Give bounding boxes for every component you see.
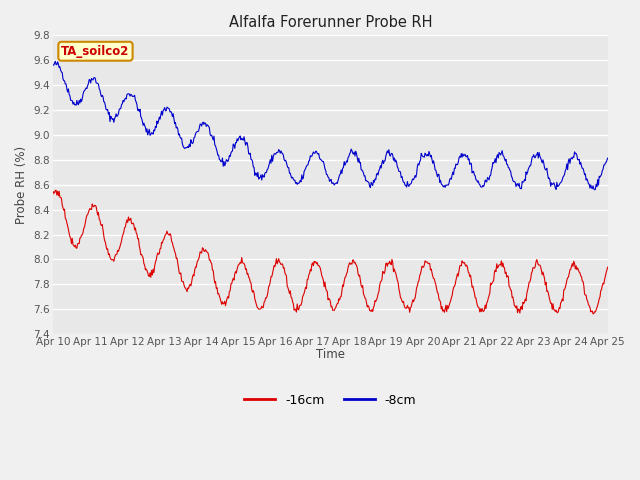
Y-axis label: Probe RH (%): Probe RH (%) [15,146,28,224]
Legend: -16cm, -8cm: -16cm, -8cm [239,389,422,411]
Text: TA_soilco2: TA_soilco2 [61,45,130,58]
X-axis label: Time: Time [316,348,345,361]
Title: Alfalfa Forerunner Probe RH: Alfalfa Forerunner Probe RH [228,15,432,30]
